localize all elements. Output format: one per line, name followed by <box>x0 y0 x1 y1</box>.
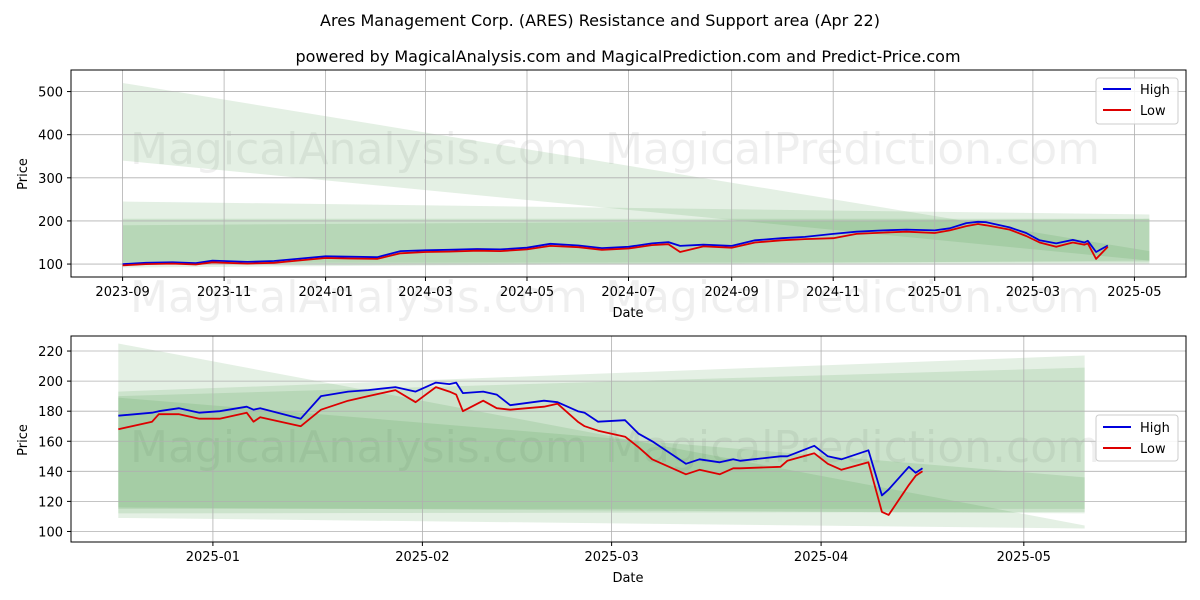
grid <box>71 70 1186 277</box>
y-tick-label: 300 <box>38 172 63 187</box>
y-axis-label: Price <box>16 158 31 190</box>
x-axis-label: Date <box>612 571 643 586</box>
y-tick-label: 400 <box>38 129 63 144</box>
watermark-analysis-2: MagicalAnalysis.com <box>130 272 588 323</box>
y-tick-label: 200 <box>38 215 63 230</box>
y-tick-label: 140 <box>38 465 63 480</box>
series-high-line <box>118 381 923 497</box>
legend: High Low <box>1095 77 1179 125</box>
x-axis-label: Date <box>612 306 643 321</box>
legend-high-label: High <box>1140 421 1170 436</box>
y-tick-label: 100 <box>38 525 63 540</box>
axes-frame <box>70 335 1187 543</box>
y-tick-label: 200 <box>38 375 63 390</box>
grid <box>71 336 1186 542</box>
y-axis-label: Price <box>16 424 31 456</box>
band-0 <box>118 343 1085 529</box>
band-2 <box>118 367 1085 509</box>
x-tick-label: 2025-01 <box>186 550 240 565</box>
price-lines <box>122 220 1109 267</box>
y-tick-label: 220 <box>38 345 63 360</box>
watermark-prediction: MagicalPrediction.com <box>605 124 1100 175</box>
figure-title: Ares Management Corp. (ARES) Resistance … <box>320 11 880 30</box>
series-low-line <box>118 386 923 516</box>
legend-low-label: Low <box>1140 104 1166 119</box>
x-tick-label: 2024-03 <box>398 285 452 300</box>
x-tick-label: 2024-05 <box>500 285 554 300</box>
watermark-analysis: MagicalAnalysis.com <box>130 124 588 175</box>
x-tick-label: 2023-11 <box>197 285 251 300</box>
band-3 <box>118 397 1085 514</box>
series-high-line <box>122 220 1109 265</box>
support-resistance-bands <box>118 343 1085 529</box>
series-low-line <box>122 223 1109 267</box>
watermark-prediction-2: MagicalPrediction.com <box>605 272 1100 323</box>
support-resistance-bands <box>122 82 1150 268</box>
x-tick-label: 2023-09 <box>95 285 149 300</box>
y-tick-label: 500 <box>38 86 63 101</box>
x-tick-label: 2024-09 <box>705 285 759 300</box>
y-tick-label: 160 <box>38 435 63 450</box>
watermarks: MagicalAnalysis.com MagicalPrediction.co… <box>130 124 1100 323</box>
chart-zoomed: MagicalAnalysis.com MagicalPrediction.co… <box>16 335 1187 586</box>
watermark-analysis: MagicalAnalysis.com <box>130 422 588 473</box>
x-tick-label: 2025-01 <box>908 285 962 300</box>
price-lines <box>118 381 923 516</box>
x-tick-label: 2024-07 <box>601 285 655 300</box>
y-tick-label: 100 <box>38 258 63 273</box>
legend: High Low <box>1095 414 1179 462</box>
x-tick-label: 2024-11 <box>806 285 860 300</box>
x-tick-label: 2025-05 <box>1107 285 1161 300</box>
x-tick-label: 2025-05 <box>997 550 1051 565</box>
chart-full-range: MagicalAnalysis.com MagicalPrediction.co… <box>16 69 1187 323</box>
band-1 <box>118 355 1085 514</box>
x-tick-label: 2025-03 <box>584 550 638 565</box>
legend-low-label: Low <box>1140 442 1166 457</box>
legend-high-label: High <box>1140 83 1170 98</box>
figure-subtitle: powered by MagicalAnalysis.com and Magic… <box>295 47 960 66</box>
axis-ticks: 2023-09 2023-11 2024-01 2024-03 2024-05 2024-… <box>38 86 1161 300</box>
band-1 <box>122 201 1150 265</box>
axis-ticks: 2025-01 2025-02 2025-03 2025-04 2025-05 100 12… <box>38 345 1051 565</box>
watermark-prediction: MagicalPrediction.com <box>605 422 1100 473</box>
x-tick-label: 2025-04 <box>794 550 848 565</box>
y-tick-label: 180 <box>38 405 63 420</box>
y-tick-label: 120 <box>38 495 63 510</box>
x-tick-label: 2025-03 <box>1006 285 1060 300</box>
x-tick-label: 2025-02 <box>395 550 449 565</box>
x-tick-label: 2024-01 <box>298 285 352 300</box>
band-0 <box>122 82 1150 261</box>
watermarks: MagicalAnalysis.com MagicalPrediction.co… <box>130 422 1100 473</box>
